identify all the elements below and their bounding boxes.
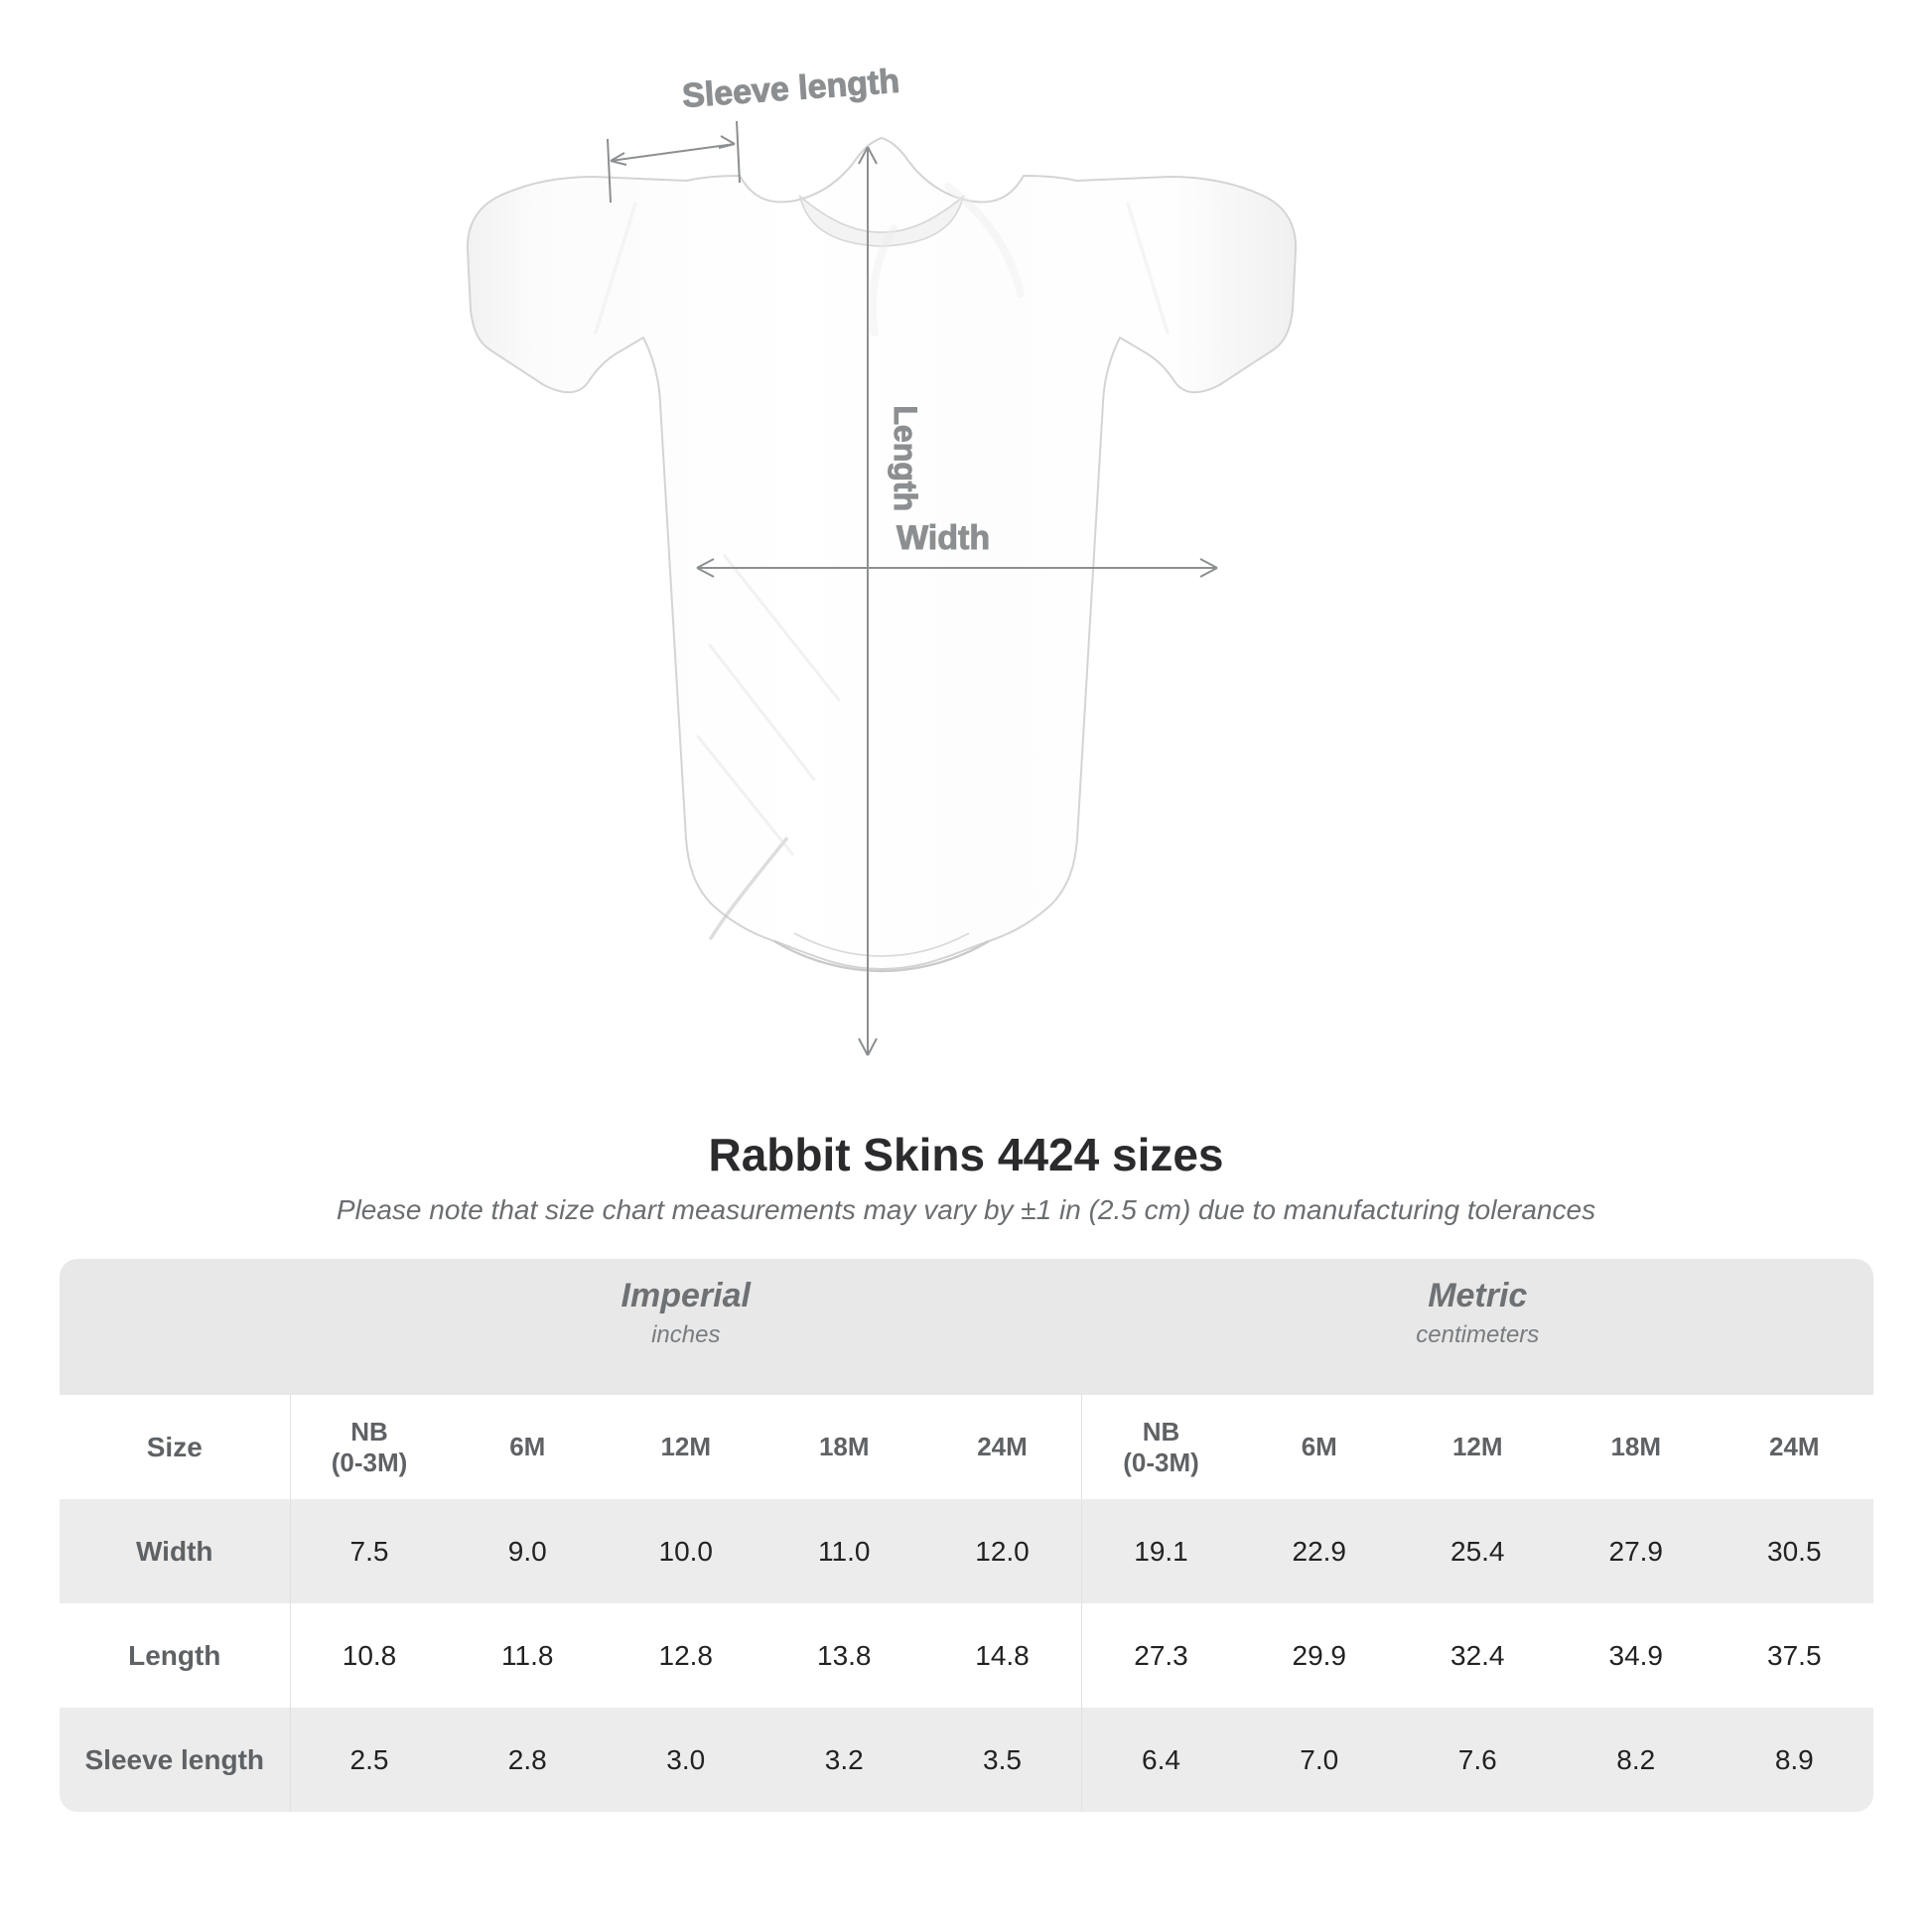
svg-text:Length: Length: [888, 405, 923, 511]
svg-text:Sleeve length: Sleeve length: [681, 63, 900, 115]
svg-text:Width: Width: [897, 519, 990, 557]
